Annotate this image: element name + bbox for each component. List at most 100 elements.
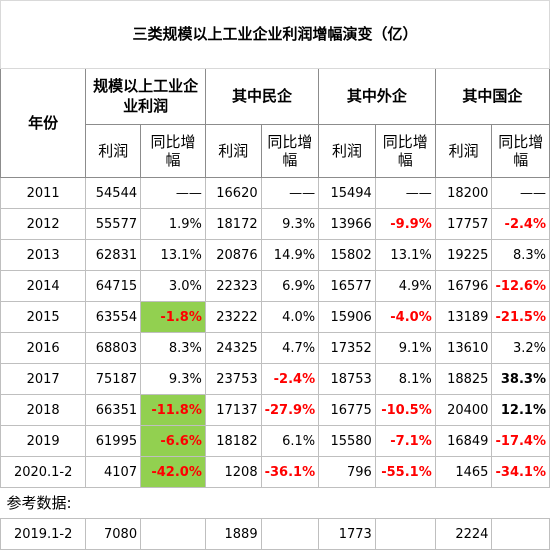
state-yoy-cell: -34.1% bbox=[491, 456, 550, 488]
year-cell: 2018 bbox=[0, 394, 87, 426]
private-yoy-cell: 6.9% bbox=[260, 270, 320, 302]
private-profit-cell: 24325 bbox=[204, 332, 262, 364]
private-yoy-cell: -2.4% bbox=[260, 363, 320, 395]
all-yoy-cell: -1.8% bbox=[140, 301, 206, 333]
state-yoy-cell: —— bbox=[491, 177, 550, 209]
yoy-subheader: 同比增幅 bbox=[260, 124, 320, 178]
all-profit-cell: 66351 bbox=[85, 394, 142, 426]
state-yoy-cell: -17.4% bbox=[491, 425, 550, 457]
private-profit-cell: 17137 bbox=[204, 394, 262, 426]
table-row: 2014 64715 3.0% 22323 6.9% 16577 4.9% 16796 -12.… bbox=[0, 270, 550, 302]
foreign-yoy-cell: -7.1% bbox=[374, 425, 436, 457]
state-profit-cell: 1465 bbox=[434, 456, 493, 488]
empty-cell bbox=[140, 518, 206, 550]
all-yoy-cell: -42.0% bbox=[140, 456, 206, 488]
group-private-header: 其中民企 bbox=[204, 68, 320, 125]
empty-cell bbox=[374, 518, 436, 550]
empty-cell bbox=[491, 518, 550, 550]
year-cell: 2012 bbox=[0, 208, 87, 240]
state-profit-cell: 16796 bbox=[434, 270, 493, 302]
private-yoy-cell: —— bbox=[260, 177, 320, 209]
state-profit-cell: 18200 bbox=[434, 177, 493, 209]
foreign-yoy-cell: -55.1% bbox=[374, 456, 436, 488]
foreign-profit-cell: 16577 bbox=[318, 270, 376, 302]
table-title: 三类规模以上工业企业利润增幅演变（亿） bbox=[0, 0, 550, 69]
foreign-profit-cell: 18753 bbox=[318, 363, 376, 395]
state-profit-cell: 17757 bbox=[434, 208, 493, 240]
year-header: 年份 bbox=[0, 68, 87, 178]
private-profit-cell: 1889 bbox=[204, 518, 262, 550]
all-profit-cell: 62831 bbox=[85, 239, 142, 271]
all-yoy-cell: 9.3% bbox=[140, 363, 206, 395]
private-profit-cell: 1208 bbox=[204, 456, 262, 488]
state-yoy-cell: -12.6% bbox=[491, 270, 550, 302]
foreign-yoy-cell: 8.1% bbox=[374, 363, 436, 395]
year-cell: 2017 bbox=[0, 363, 87, 395]
foreign-profit-cell: 1773 bbox=[318, 518, 376, 550]
year-cell: 2013 bbox=[0, 239, 87, 271]
table-row: 2011 54544 —— 16620 —— 15494 —— 18200 —— bbox=[0, 177, 550, 209]
all-yoy-cell: -11.8% bbox=[140, 394, 206, 426]
table-row: 2017 75187 9.3% 23753 -2.4% 18753 8.1% 18825 38.… bbox=[0, 363, 550, 395]
foreign-profit-cell: 13966 bbox=[318, 208, 376, 240]
all-yoy-cell: 1.9% bbox=[140, 208, 206, 240]
private-yoy-cell: 14.9% bbox=[260, 239, 320, 271]
all-profit-cell: 7080 bbox=[85, 518, 142, 550]
profit-subheader: 利润 bbox=[318, 124, 376, 178]
state-yoy-cell: -21.5% bbox=[491, 301, 550, 333]
foreign-yoy-cell: -10.5% bbox=[374, 394, 436, 426]
state-profit-cell: 16849 bbox=[434, 425, 493, 457]
private-profit-cell: 18172 bbox=[204, 208, 262, 240]
state-yoy-cell: -2.4% bbox=[491, 208, 550, 240]
all-yoy-cell: -6.6% bbox=[140, 425, 206, 457]
reference-label: 参考数据: bbox=[6, 493, 72, 512]
table-row: 2016 68803 8.3% 24325 4.7% 17352 9.1% 13610 3.2% bbox=[0, 332, 550, 364]
all-profit-cell: 4107 bbox=[85, 456, 142, 488]
foreign-profit-cell: 15802 bbox=[318, 239, 376, 271]
profit-subheader: 利润 bbox=[434, 124, 493, 178]
all-profit-cell: 55577 bbox=[85, 208, 142, 240]
yoy-subheader: 同比增幅 bbox=[374, 124, 436, 178]
all-yoy-cell: 13.1% bbox=[140, 239, 206, 271]
foreign-profit-cell: 15494 bbox=[318, 177, 376, 209]
profit-subheader: 利润 bbox=[204, 124, 262, 178]
foreign-yoy-cell: —— bbox=[374, 177, 436, 209]
all-profit-cell: 64715 bbox=[85, 270, 142, 302]
all-yoy-cell: 8.3% bbox=[140, 332, 206, 364]
yoy-subheader: 同比增幅 bbox=[491, 124, 550, 178]
state-profit-cell: 13189 bbox=[434, 301, 493, 333]
profit-subheader: 利润 bbox=[85, 124, 142, 178]
all-profit-cell: 68803 bbox=[85, 332, 142, 364]
reference-row: 2019.1-2 7080 1889 1773 2224 bbox=[0, 518, 550, 550]
foreign-yoy-cell: -4.0% bbox=[374, 301, 436, 333]
private-profit-cell: 18182 bbox=[204, 425, 262, 457]
foreign-profit-cell: 15906 bbox=[318, 301, 376, 333]
foreign-profit-cell: 796 bbox=[318, 456, 376, 488]
table-row: 2018 66351 -11.8% 17137 -27.9% 16775 -10.5% 204… bbox=[0, 394, 550, 426]
yoy-subheader: 同比增幅 bbox=[140, 124, 206, 178]
private-yoy-cell: 9.3% bbox=[260, 208, 320, 240]
all-profit-cell: 61995 bbox=[85, 425, 142, 457]
state-profit-cell: 20400 bbox=[434, 394, 493, 426]
private-yoy-cell: -36.1% bbox=[260, 456, 320, 488]
empty-cell bbox=[260, 518, 320, 550]
table-row: 2019 61995 -6.6% 18182 6.1% 15580 -7.1% 16849 -1… bbox=[0, 425, 550, 457]
private-profit-cell: 23222 bbox=[204, 301, 262, 333]
private-yoy-cell: 4.7% bbox=[260, 332, 320, 364]
state-yoy-cell: 8.3% bbox=[491, 239, 550, 271]
foreign-profit-cell: 15580 bbox=[318, 425, 376, 457]
year-cell: 2014 bbox=[0, 270, 87, 302]
foreign-profit-cell: 17352 bbox=[318, 332, 376, 364]
state-yoy-cell: 12.1% bbox=[491, 394, 550, 426]
all-yoy-cell: 3.0% bbox=[140, 270, 206, 302]
year-cell: 2015 bbox=[0, 301, 87, 333]
state-profit-cell: 18825 bbox=[434, 363, 493, 395]
private-yoy-cell: -27.9% bbox=[260, 394, 320, 426]
all-yoy-cell: —— bbox=[140, 177, 206, 209]
state-profit-cell: 13610 bbox=[434, 332, 493, 364]
private-profit-cell: 23753 bbox=[204, 363, 262, 395]
group-state-header: 其中国企 bbox=[434, 68, 550, 125]
private-profit-cell: 16620 bbox=[204, 177, 262, 209]
